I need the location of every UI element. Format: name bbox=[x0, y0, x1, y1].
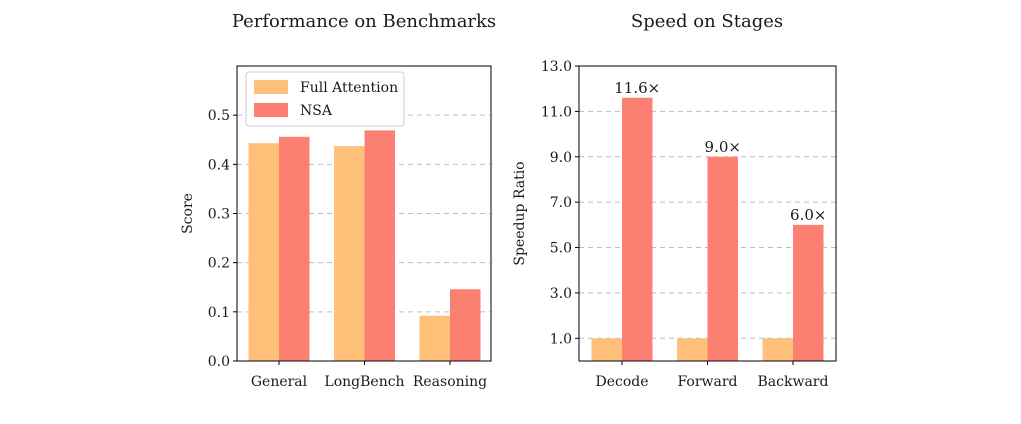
bar-value-label: 6.0× bbox=[790, 206, 826, 224]
x-tick-label: Decode bbox=[595, 374, 648, 390]
y-tick-label: 7.0 bbox=[550, 195, 572, 211]
bar bbox=[622, 97, 653, 362]
y-tick-label: 0.0 bbox=[208, 354, 230, 370]
bar bbox=[762, 338, 793, 361]
bar bbox=[677, 338, 708, 361]
bar-value-label: 9.0× bbox=[705, 138, 741, 156]
legend-label: Full Attention bbox=[300, 80, 398, 96]
bar bbox=[707, 156, 738, 361]
plot-frame bbox=[236, 65, 492, 362]
bar bbox=[450, 289, 481, 361]
bar bbox=[248, 143, 279, 361]
y-tick-label: 9.0 bbox=[550, 150, 572, 166]
legend: Full Attention NSA bbox=[245, 71, 405, 127]
y-tick-label: 13.0 bbox=[541, 59, 572, 75]
plot-frame bbox=[578, 65, 837, 362]
y-tick-label: 5.0 bbox=[550, 241, 572, 257]
y-tick-label: 1.0 bbox=[550, 331, 572, 347]
bar bbox=[591, 338, 622, 361]
y-tick-label: 0.4 bbox=[208, 157, 230, 173]
x-tick-label: General bbox=[251, 374, 308, 390]
legend-swatch bbox=[254, 103, 288, 117]
x-tick-label: Forward bbox=[677, 374, 737, 390]
bar bbox=[419, 315, 450, 361]
y-tick-label: 0.5 bbox=[208, 108, 230, 124]
bar bbox=[334, 146, 365, 361]
legend-swatch bbox=[254, 80, 288, 94]
chart-title: Performance on Benchmarks bbox=[232, 11, 496, 32]
legend-label: NSA bbox=[300, 103, 333, 119]
x-tick-label: Backward bbox=[758, 374, 829, 390]
bar bbox=[364, 130, 395, 361]
y-tick-label: 0.1 bbox=[208, 305, 230, 321]
y-tick-label: 0.3 bbox=[208, 207, 230, 223]
bar-value-label: 11.6× bbox=[614, 79, 660, 97]
y-axis-label: Score bbox=[180, 193, 196, 234]
x-tick-label: Reasoning bbox=[413, 374, 487, 390]
speed-chart: 1.0 3.0 5.0 7.0 9.0 11.0 13.0 11.6× Decode 9.0× Fo… bbox=[512, 11, 837, 390]
y-tick-label: 0.2 bbox=[208, 256, 230, 272]
bar bbox=[793, 224, 824, 361]
x-tick-label: LongBench bbox=[324, 374, 404, 390]
chart-title: Speed on Stages bbox=[631, 11, 783, 32]
bar bbox=[279, 136, 310, 361]
y-axis-label: Speedup Ratio bbox=[512, 161, 528, 265]
benchmark-chart: 0.0 0.1 0.2 0.3 0.4 0.5 General LongBench Reason… bbox=[180, 11, 496, 390]
y-tick-label: 11.0 bbox=[541, 104, 572, 120]
y-tick-label: 3.0 bbox=[550, 286, 572, 302]
